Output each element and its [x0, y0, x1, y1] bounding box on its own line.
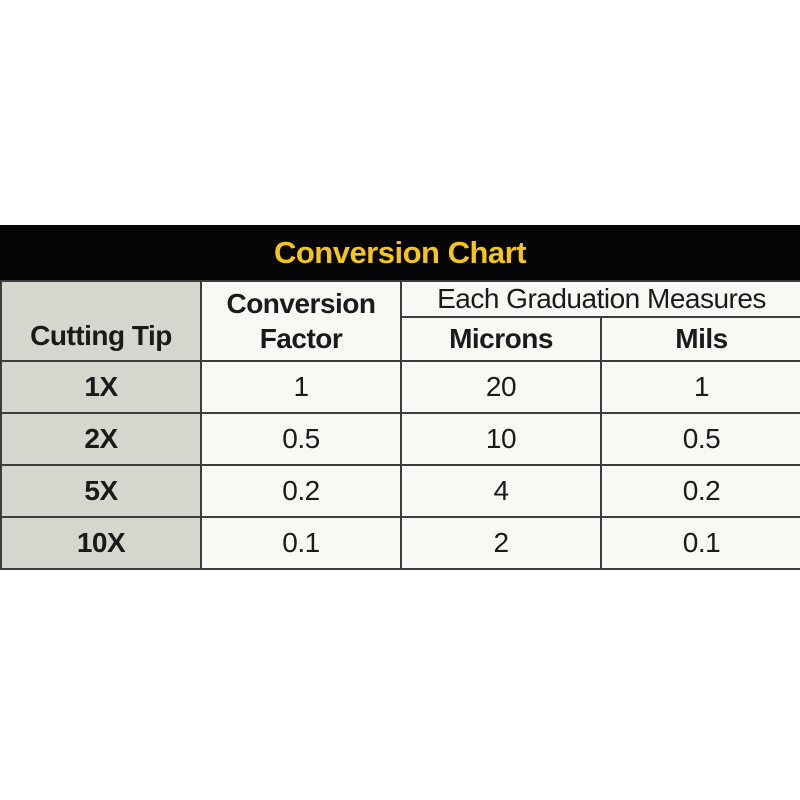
cell-conversion-factor: 0.2: [200, 464, 402, 518]
header-microns: Microns: [400, 316, 602, 362]
table-header: Cutting Tip Conversion Factor Each Gradu…: [0, 280, 800, 362]
header-mils: Mils: [599, 316, 800, 362]
cell-microns: 20: [400, 360, 602, 414]
cell-mils: 0.2: [599, 464, 800, 518]
cell-microns: 4: [400, 464, 602, 518]
table-row-5x: 5X 0.2 4 0.2: [0, 464, 800, 518]
table-row-2x: 2X 0.5 10 0.5: [0, 412, 800, 466]
chart-title: Conversion Chart: [273, 234, 527, 270]
cell-tip: 5X: [0, 464, 202, 518]
cell-conversion-factor: 0.5: [200, 412, 402, 466]
header-cutting-tip: Cutting Tip: [0, 280, 202, 362]
cell-microns: 2: [400, 516, 602, 570]
header-graduation-group: Each Graduation Measures: [399, 280, 800, 318]
table-row-1x: 1X 1 20 1: [0, 360, 800, 414]
header-conversion-factor: Conversion Factor: [200, 280, 402, 362]
cell-tip: 10X: [0, 516, 202, 570]
cell-conversion-factor: 1: [200, 360, 402, 414]
table-body: 1X 1 20 1 2X 0.5 10 0.5 5X 0.2 4 0.2 10X…: [0, 360, 800, 570]
cell-microns: 10: [400, 412, 602, 466]
table-row-10x: 10X 0.1 2 0.1: [0, 516, 800, 570]
cell-mils: 0.5: [599, 412, 800, 466]
cell-tip: 1X: [0, 360, 202, 414]
cell-conversion-factor: 0.1: [200, 516, 402, 570]
header-row-top: Cutting Tip Conversion Factor Each Gradu…: [0, 280, 800, 362]
cell-mils: 0.1: [599, 516, 800, 570]
cell-tip: 2X: [0, 412, 202, 466]
title-bar: Conversion Chart: [0, 225, 800, 280]
conversion-table: Cutting Tip Conversion Factor Each Gradu…: [0, 280, 800, 570]
header-row-sub: Microns Mils: [1, 316, 800, 362]
cell-mils: 1: [599, 360, 800, 414]
